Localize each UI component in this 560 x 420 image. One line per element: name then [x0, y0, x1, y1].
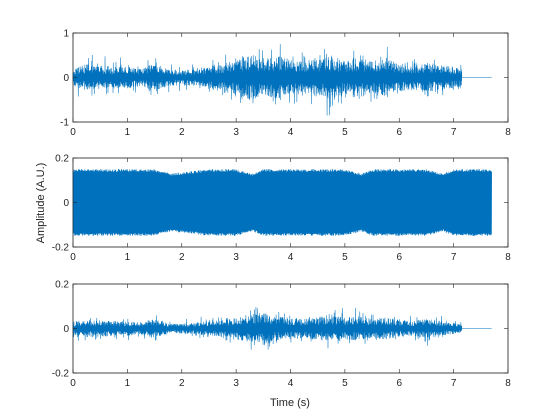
x-tick-label: 7	[451, 378, 457, 389]
x-tick-label: 0	[70, 127, 76, 138]
y-tick-label: -0.2	[52, 243, 70, 254]
x-tick-label: 8	[505, 127, 511, 138]
x-tick-label: 2	[179, 127, 185, 138]
y-tick-label: 0.2	[55, 280, 69, 291]
x-tick-label: 4	[288, 127, 294, 138]
waveform-line	[72, 306, 492, 350]
subplot-top: 0 1 2 3 4 5 6 7 8-101	[60, 29, 511, 139]
y-tick-label: -1	[60, 118, 69, 129]
x-tick-label: 3	[233, 378, 239, 389]
x-tick-label: 4	[288, 378, 294, 389]
x-tick-label: 3	[233, 127, 239, 138]
x-tick-label: 7	[451, 127, 457, 138]
x-tick-label: 2	[179, 378, 185, 389]
x-tick-label: 4	[288, 252, 294, 263]
x-tick-label: 1	[125, 127, 131, 138]
subplot-bottom: 0 1 2 3 4 5 6 7 8-0.200.2	[52, 280, 511, 390]
y-axis-title: Amplitude (A.U.)	[35, 163, 47, 244]
x-tick-label: 1	[125, 378, 131, 389]
y-tick-label: 0	[63, 324, 69, 335]
x-tick-label: 6	[396, 127, 402, 138]
subplot-middle: 0 1 2 3 4 5 6 7 8-0.200.2	[52, 154, 511, 264]
x-axis-title: Time (s)	[270, 397, 310, 409]
waveform-line	[72, 44, 492, 116]
x-tick-label: 5	[342, 378, 348, 389]
x-tick-label: 3	[233, 252, 239, 263]
waveform-line	[72, 169, 492, 236]
x-tick-label: 1	[125, 252, 131, 263]
y-tick-label: 1	[63, 29, 69, 40]
x-tick-label: 0	[70, 378, 76, 389]
y-tick-label: -0.2	[52, 369, 70, 380]
y-tick-label: 0	[63, 73, 69, 84]
x-tick-label: 6	[396, 378, 402, 389]
x-tick-label: 8	[505, 378, 511, 389]
x-tick-label: 7	[451, 252, 457, 263]
x-tick-label: 8	[505, 252, 511, 263]
x-tick-label: 5	[342, 252, 348, 263]
y-tick-label: 0.2	[55, 154, 69, 165]
x-tick-label: 2	[179, 252, 185, 263]
x-tick-label: 6	[396, 252, 402, 263]
x-tick-label: 5	[342, 127, 348, 138]
y-tick-label: 0	[63, 198, 69, 209]
x-tick-label: 0	[70, 252, 76, 263]
